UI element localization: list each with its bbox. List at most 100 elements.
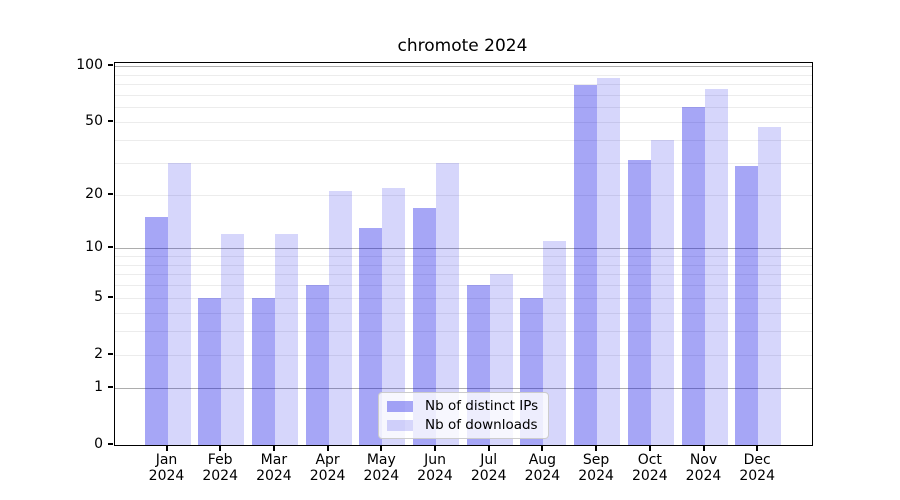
legend-item: Nb of downloads [387, 417, 538, 433]
minor-gridline [115, 122, 812, 124]
bar-distinct-ips-jan [144, 217, 168, 445]
x-tick-mark [756, 445, 759, 451]
x-tick-month: Oct [637, 452, 662, 468]
x-tick-label: Dec 2024 [727, 452, 787, 484]
x-tick-year: 2024 [739, 468, 775, 484]
major-gridline [115, 388, 812, 390]
bar-downloads-jan [167, 163, 191, 445]
minor-gridline [115, 84, 812, 86]
x-tick-label: Nov 2024 [674, 452, 734, 484]
x-tick-mark [380, 445, 383, 451]
x-tick-mark [165, 445, 168, 451]
x-tick-year: 2024 [578, 468, 614, 484]
bar-distinct-ips-oct [627, 160, 651, 445]
y-tick-mark [108, 386, 113, 389]
x-tick-label: Aug 2024 [512, 452, 572, 484]
legend-label: Nb of downloads [425, 417, 538, 433]
bar-downloads-apr [328, 191, 352, 445]
y-tick-mark [108, 443, 113, 445]
y-tick-mark [108, 295, 113, 298]
x-tick-month: Jan [155, 452, 178, 468]
bar-distinct-ips-feb [198, 297, 222, 445]
x-tick-year: 2024 [148, 468, 185, 484]
x-tick-mark [541, 445, 544, 451]
bar-distinct-ips-dec [735, 165, 759, 445]
x-tick-month: Apr [315, 452, 340, 468]
x-tick-label: Jan 2024 [137, 452, 197, 484]
x-tick-mark [702, 445, 705, 451]
y-tick-mark [108, 352, 113, 355]
bar-distinct-ips-apr [305, 285, 329, 445]
legend-swatch-distinct-ips [387, 400, 413, 412]
x-tick-mark [219, 445, 222, 451]
bar-distinct-ips-sep [574, 85, 598, 445]
x-tick-year: 2024 [202, 468, 238, 484]
x-tick-label: Jul 2024 [459, 452, 519, 484]
x-tick-year: 2024 [417, 468, 453, 484]
plot-area [114, 62, 813, 446]
x-tick-month: Jul [480, 452, 498, 468]
legend-label: Nb of distinct IPs [425, 398, 539, 414]
minor-gridline [115, 354, 812, 356]
y-tick-label: 1 [94, 379, 103, 396]
minor-gridline [115, 285, 812, 287]
minor-gridline [115, 264, 812, 266]
x-tick-label: May 2024 [351, 452, 411, 484]
x-tick-year: 2024 [685, 468, 722, 484]
minor-gridline [115, 107, 812, 109]
bar-downloads-oct [650, 140, 674, 445]
x-tick-month: May [366, 452, 396, 468]
x-tick-mark [434, 445, 436, 451]
minor-gridline [115, 163, 812, 164]
bar-downloads-jun [436, 163, 459, 445]
x-tick-year: 2024 [524, 468, 561, 484]
y-tick-mark [108, 193, 113, 195]
bar-downloads-feb [221, 234, 245, 445]
x-tick-mark [326, 445, 329, 451]
y-tick-label: 10 [85, 239, 103, 256]
x-tick-label: Sep 2024 [566, 452, 626, 484]
bar-distinct-ips-mar [251, 297, 275, 445]
legend-swatch-downloads [387, 419, 413, 431]
bar-downloads-sep [597, 78, 621, 445]
bar-downloads-may [382, 187, 406, 445]
minor-gridline [115, 312, 812, 314]
bar-distinct-ips-jun [413, 207, 436, 445]
minor-gridline [115, 195, 812, 196]
x-tick-label: Feb 2024 [190, 452, 250, 484]
x-tick-year: 2024 [631, 468, 668, 484]
x-tick-label: Jun 2024 [405, 452, 465, 484]
minor-gridline [115, 255, 812, 257]
y-tick-label: 0 [94, 436, 103, 452]
legend: Nb of distinct IPs Nb of downloads [378, 392, 550, 439]
y-tick-label: 100 [76, 57, 103, 73]
minor-gridline [115, 140, 812, 141]
y-tick-label: 20 [85, 186, 103, 202]
x-tick-year: 2024 [363, 468, 400, 484]
x-tick-label: Apr 2024 [298, 452, 358, 484]
x-tick-month: Mar [260, 452, 288, 468]
x-tick-month: Aug [528, 452, 557, 468]
bar-downloads-dec [758, 127, 782, 445]
legend-item: Nb of distinct IPs [387, 398, 538, 414]
bar-downloads-aug [543, 240, 567, 445]
bar-downloads-mar [274, 234, 298, 445]
x-tick-month: Dec [743, 452, 771, 468]
major-gridline [115, 66, 812, 67]
bar-distinct-ips-nov [681, 107, 705, 445]
x-tick-mark [648, 445, 651, 451]
x-tick-month: Feb [207, 452, 233, 468]
major-gridline [115, 248, 812, 250]
x-tick-year: 2024 [470, 468, 507, 484]
x-tick-label: Mar 2024 [244, 452, 304, 484]
minor-gridline [115, 94, 812, 96]
x-tick-label: Oct 2024 [620, 452, 680, 484]
x-tick-mark [487, 445, 490, 451]
y-tick-mark [108, 64, 113, 66]
x-tick-month: Jun [424, 452, 446, 468]
bar-downloads-nov [704, 89, 728, 445]
minor-gridline [115, 274, 812, 276]
bar-distinct-ips-may [359, 228, 383, 445]
y-tick-mark [108, 120, 113, 123]
